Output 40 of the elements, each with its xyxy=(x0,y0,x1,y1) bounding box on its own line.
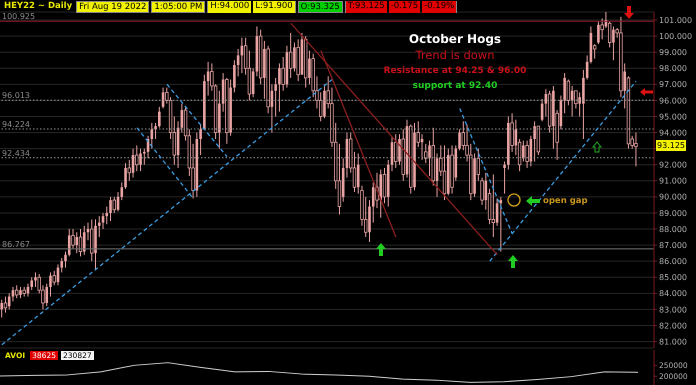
y-tick-label: 87.000 xyxy=(659,240,687,250)
text: L:91.900 xyxy=(255,1,293,11)
ref-line-label: 100.925 xyxy=(2,12,36,22)
y-tick-label: 94.000 xyxy=(659,128,687,138)
text: O:93.325 xyxy=(300,2,340,12)
y-tick-label: 91.000 xyxy=(659,176,687,186)
annotation: open gap xyxy=(543,196,588,206)
y-tick-label: 86.000 xyxy=(659,257,687,266)
text: HEY22 ~ Daily xyxy=(4,1,72,11)
y-tick-label: 84.000 xyxy=(659,289,687,298)
annotation: support at 92.40 xyxy=(412,81,498,91)
text: -0.175 xyxy=(390,1,418,11)
y-tick-label: 100.000 xyxy=(659,32,692,41)
y-tick-label: 98.000 xyxy=(659,64,687,74)
text: H:94.000 xyxy=(210,1,250,11)
text: Trend is down xyxy=(415,48,494,62)
y-tick-label: 99.000 xyxy=(659,48,687,58)
y-tick-label: 88.000 xyxy=(659,224,687,234)
text: 93.125 xyxy=(657,141,685,150)
text: October Hogs xyxy=(408,32,502,46)
y-tick-label: 81.000 xyxy=(659,337,687,346)
y-tick-label: 89.000 xyxy=(659,208,687,218)
ref-line-label: 96.013 xyxy=(2,91,30,100)
y-tick-label: 82.000 xyxy=(659,321,687,330)
ref-line-label: 92.434 xyxy=(2,148,30,158)
y-tick-label: 90.000 xyxy=(659,192,687,202)
y-tick-label: 92.000 xyxy=(659,160,687,170)
text: -0.19% xyxy=(424,1,454,11)
text: Fri Aug 19 2022 xyxy=(79,2,146,12)
annotation: Resistance at 94.25 & 96.00 xyxy=(384,66,526,76)
y-tick-label: 83.000 xyxy=(659,305,687,314)
y-tick-label: 97.000 xyxy=(659,80,687,90)
y-tick-label: 96.000 xyxy=(659,96,687,106)
y-tick-label: 95.000 xyxy=(659,112,687,122)
ref-line-label: 86.767 xyxy=(2,240,30,249)
y-tick-label: 101.000 xyxy=(659,16,692,25)
ref-line-label: 94.224 xyxy=(2,120,30,129)
text: T:93.125 xyxy=(348,1,385,11)
y-tick-label: 85.000 xyxy=(659,273,687,282)
text: 1:05:00 PM xyxy=(154,2,202,12)
